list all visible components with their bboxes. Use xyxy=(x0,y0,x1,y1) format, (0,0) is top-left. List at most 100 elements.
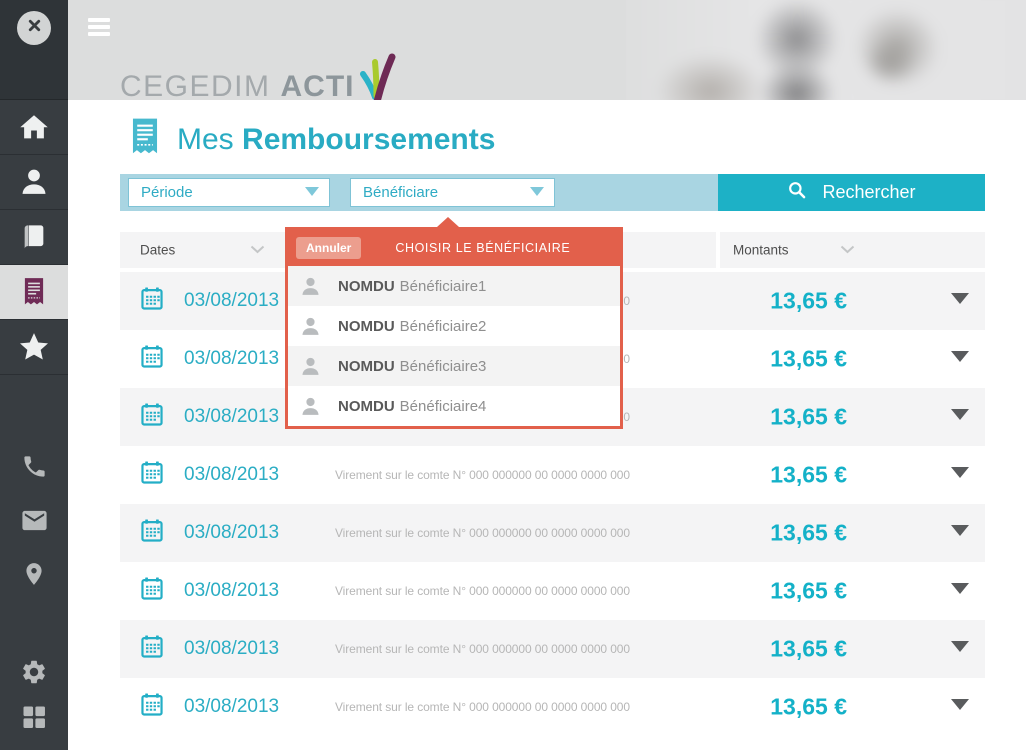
row-expand-chevron-icon[interactable] xyxy=(951,350,969,368)
sidebar xyxy=(0,0,68,750)
row-expand-chevron-icon[interactable] xyxy=(951,698,969,716)
book-icon xyxy=(20,223,48,251)
title-bold: Remboursements xyxy=(242,122,496,156)
sidebar-item-card[interactable] xyxy=(0,210,68,265)
row-expand-chevron-icon[interactable] xyxy=(951,582,969,600)
row-date: 03/08/2013 xyxy=(184,290,280,311)
beneficiary-surname: NOMDU xyxy=(338,357,395,375)
phone-icon[interactable] xyxy=(21,453,48,480)
sidebar-item-home[interactable] xyxy=(0,100,68,155)
hamburger-icon xyxy=(88,18,110,36)
beneficiary-list: NOMDU Bénéficiaire1 NOMDU Bénéficiaire2 xyxy=(288,266,620,426)
table-row: 03/08/2013 Virement sur le comte N° 000 … xyxy=(120,446,985,504)
person-icon xyxy=(300,316,321,337)
brand-logo: CEGEDIM ACTI xyxy=(120,44,396,100)
logo-text: CEGEDIM xyxy=(120,70,271,100)
table-row: 03/08/2013 Virement sur le comte N° 000 … xyxy=(120,678,985,736)
sidebar-settings[interactable] xyxy=(0,658,68,686)
beneficiary-list-item[interactable]: NOMDU Bénéficiaire3 xyxy=(288,346,620,386)
search-icon xyxy=(787,180,807,205)
receipt-icon xyxy=(128,117,162,162)
logo-v-mark-icon xyxy=(356,53,396,100)
search-button[interactable]: Rechercher xyxy=(718,174,985,211)
row-description: Virement sur le comte N° 000 000000 00 0… xyxy=(335,468,630,482)
row-expand-chevron-icon[interactable] xyxy=(951,466,969,484)
row-description: Virement sur le comte N° 000 000000 00 0… xyxy=(335,700,630,714)
sidebar-apps[interactable] xyxy=(0,703,68,731)
close-button[interactable] xyxy=(17,11,51,45)
beneficiaire-dropdown[interactable]: Bénéficiare xyxy=(350,178,555,207)
hamburger-menu-button[interactable] xyxy=(88,18,110,39)
gear-icon xyxy=(20,658,48,686)
table-row: 03/08/2013 Virement sur le comte N° 000 … xyxy=(120,504,985,562)
sidebar-item-profile[interactable] xyxy=(0,155,68,210)
row-amount: 13,65 € xyxy=(770,461,847,488)
beneficiary-popup: Annuler CHOISIR LE BÉNÉFICIAIRE NOMDU Bé… xyxy=(285,217,623,429)
sort-chevron-icon[interactable] xyxy=(250,241,265,259)
periode-dropdown[interactable]: Période xyxy=(128,178,330,207)
location-pin-icon[interactable] xyxy=(21,561,47,587)
mail-icon[interactable] xyxy=(20,506,49,535)
popup-caret xyxy=(437,217,459,227)
dropdown-triangle-icon xyxy=(530,184,544,201)
dates-header-label: Dates xyxy=(140,242,176,258)
row-amount: 13,65 € xyxy=(770,403,847,430)
beneficiary-list-item[interactable]: NOMDU Bénéficiaire4 xyxy=(288,386,620,426)
row-description: Virement sur le comte N° 000 000000 00 0… xyxy=(335,526,630,540)
grid-icon xyxy=(20,703,48,731)
beneficiary-list-item[interactable]: NOMDU Bénéficiaire1 xyxy=(288,266,620,306)
beneficiary-surname: NOMDU xyxy=(338,397,395,415)
calendar-icon xyxy=(141,403,163,431)
row-date: 03/08/2013 xyxy=(184,580,280,601)
row-expand-chevron-icon[interactable] xyxy=(951,640,969,658)
close-icon xyxy=(26,17,43,39)
beneficiary-surname: NOMDU xyxy=(338,277,395,295)
row-amount: 13,65 € xyxy=(770,635,847,662)
row-amount: 13,65 € xyxy=(770,693,847,720)
beneficiary-firstname: Bénéficiaire1 xyxy=(399,277,487,295)
star-icon xyxy=(18,331,50,363)
person-icon xyxy=(300,356,321,377)
calendar-icon xyxy=(141,577,163,605)
receipt-icon xyxy=(21,277,47,307)
sort-chevron-icon[interactable] xyxy=(840,241,855,259)
row-expand-chevron-icon[interactable] xyxy=(951,408,969,426)
cancel-button[interactable]: Annuler xyxy=(296,237,362,259)
calendar-icon xyxy=(141,461,163,489)
row-date: 03/08/2013 xyxy=(184,348,280,369)
beneficiary-list-item[interactable]: NOMDU Bénéficiaire2 xyxy=(288,306,620,346)
header-photo xyxy=(626,0,1026,100)
beneficiary-firstname: Bénéficiaire2 xyxy=(399,317,487,335)
sidebar-item-favorites[interactable] xyxy=(0,320,68,375)
person-icon xyxy=(19,167,49,197)
filter-bar: Période Bénéficiare xyxy=(120,174,718,211)
search-button-label: Rechercher xyxy=(822,182,916,202)
beneficiary-firstname: Bénéficiaire4 xyxy=(399,397,487,415)
calendar-icon xyxy=(141,635,163,663)
calendar-icon xyxy=(141,519,163,547)
row-date: 03/08/2013 xyxy=(184,522,280,543)
row-expand-chevron-icon[interactable] xyxy=(951,524,969,542)
row-date: 03/08/2013 xyxy=(184,696,280,717)
row-amount: 13,65 € xyxy=(770,519,847,546)
calendar-icon xyxy=(141,287,163,315)
person-icon xyxy=(300,276,321,297)
page-title: Mes Remboursements xyxy=(128,117,495,162)
sidebar-contact-group xyxy=(0,453,68,587)
row-amount: 13,65 € xyxy=(770,287,847,314)
row-amount: 13,65 € xyxy=(770,577,847,604)
home-icon xyxy=(19,112,49,142)
popup-title: CHOISIR LE BÉNÉFICIAIRE xyxy=(395,241,571,255)
calendar-icon xyxy=(141,693,163,721)
top-header: CEGEDIM ACTI xyxy=(68,0,1026,100)
table-header-montants[interactable]: Montants xyxy=(720,232,985,268)
title-light: Mes xyxy=(177,122,234,156)
row-description: Virement sur le comte N° 000 000000 00 0… xyxy=(335,642,630,656)
logo-text-bold: ACTI xyxy=(280,70,355,100)
beneficiary-firstname: Bénéficiaire3 xyxy=(399,357,487,375)
row-expand-chevron-icon[interactable] xyxy=(951,292,969,310)
calendar-icon xyxy=(141,345,163,373)
sidebar-item-remboursements[interactable] xyxy=(0,265,68,320)
person-icon xyxy=(300,396,321,417)
